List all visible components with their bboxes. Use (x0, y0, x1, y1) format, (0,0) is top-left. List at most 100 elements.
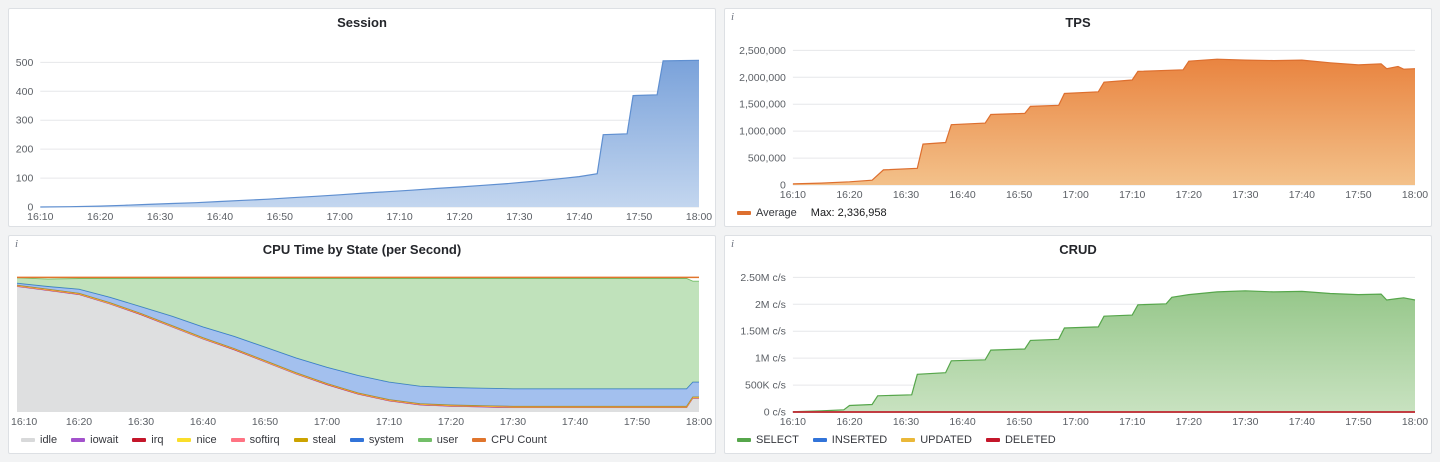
svg-text:2.50M c/s: 2.50M c/s (740, 272, 786, 284)
legend-max-value: Max: 2,336,958 (810, 207, 887, 219)
cpu-chart[interactable]: 16:10 16:20 16:30 16:40 16:50 17:00 17:10 17:20… (9, 262, 715, 429)
svg-text:500: 500 (16, 57, 34, 69)
legend-swatch-icon (901, 438, 916, 442)
legend-item-system[interactable]: system (349, 434, 404, 446)
legend-label: idle (40, 434, 58, 446)
tps-chart-svg: 0 500,000 1,000,000 1,500,000 2,000,000 2,500… (739, 45, 1428, 201)
legend-swatch-icon (985, 438, 1000, 442)
svg-text:0 c/s: 0 c/s (764, 407, 786, 419)
svg-text:500,000: 500,000 (748, 153, 786, 165)
legend-item-user[interactable]: user (417, 434, 459, 446)
panel-header: Session (9, 9, 715, 35)
tps-legend: Average Max: 2,336,958 (725, 202, 1431, 224)
legend-item-irq[interactable]: irq (132, 434, 163, 446)
svg-text:16:30: 16:30 (147, 211, 173, 223)
legend-item-iowait[interactable]: iowait (71, 434, 118, 446)
svg-text:16:20: 16:20 (836, 416, 862, 428)
panel-title-session[interactable]: Session (337, 14, 387, 30)
legend-swatch-icon (132, 438, 147, 442)
svg-text:16:20: 16:20 (87, 211, 113, 223)
legend-label: DELETED (1004, 434, 1056, 446)
svg-text:17:00: 17:00 (327, 211, 353, 223)
panel-header: CRUD (725, 236, 1431, 262)
legend-label: softirq (249, 434, 280, 446)
legend-swatch-icon (177, 438, 192, 442)
legend-label: steal (312, 434, 336, 446)
cpu-legend: idle iowait irq nice softirq steal system user C… (9, 429, 715, 451)
svg-text:17:40: 17:40 (566, 211, 592, 223)
panel-info-icon[interactable]: i (15, 238, 19, 250)
legend-swatch-icon (417, 438, 432, 442)
legend-item-steal[interactable]: steal (293, 434, 336, 446)
svg-text:16:40: 16:40 (207, 211, 233, 223)
panel-cpu: i CPU Time by State (per Second) 16:10 16… (8, 235, 716, 454)
svg-text:16:10: 16:10 (780, 189, 806, 201)
svg-text:17:00: 17:00 (314, 416, 340, 428)
legend-label: user (436, 434, 459, 446)
panel-info-icon[interactable]: i (731, 238, 735, 250)
svg-text:18:00: 18:00 (686, 211, 712, 223)
session-chart[interactable]: 0 100 200 300 400 500 16:10 16:20 16:30 16:40 16:5… (9, 35, 715, 224)
svg-text:16:20: 16:20 (836, 189, 862, 201)
legend-item-nice[interactable]: nice (177, 434, 217, 446)
panel-title-tps[interactable]: TPS (1065, 14, 1091, 30)
legend-label: UPDATED (920, 434, 972, 446)
svg-text:16:10: 16:10 (11, 416, 37, 428)
legend-swatch-icon (230, 438, 245, 442)
svg-text:18:00: 18:00 (686, 416, 712, 428)
legend-item-deleted[interactable]: DELETED (985, 434, 1056, 446)
svg-text:16:10: 16:10 (780, 416, 806, 428)
legend-item-updated[interactable]: UPDATED (901, 434, 972, 446)
svg-text:1,000,000: 1,000,000 (739, 126, 786, 138)
cpu-chart-svg: 16:10 16:20 16:30 16:40 16:50 17:00 17:10 17:20… (11, 276, 712, 428)
svg-text:16:40: 16:40 (190, 416, 216, 428)
legend-label: irq (151, 434, 164, 446)
legend-label: INSERTED (831, 434, 888, 446)
svg-text:17:30: 17:30 (506, 211, 532, 223)
svg-text:0: 0 (27, 202, 33, 214)
svg-text:16:40: 16:40 (949, 416, 975, 428)
svg-text:16:50: 16:50 (1006, 189, 1032, 201)
svg-text:1,500,000: 1,500,000 (739, 99, 786, 111)
legend-item-select[interactable]: SELECT (737, 434, 799, 446)
legend-item-average[interactable]: Average (737, 207, 797, 219)
svg-text:16:50: 16:50 (252, 416, 278, 428)
legend-swatch-icon (737, 211, 751, 215)
legend-label: CPU Count (491, 434, 547, 446)
crud-legend: SELECT INSERTED UPDATED DELETED (725, 429, 1431, 451)
panel-title-cpu[interactable]: CPU Time by State (per Second) (262, 241, 462, 257)
svg-text:17:50: 17:50 (1345, 416, 1371, 428)
panel-title-crud[interactable]: CRUD (1059, 241, 1097, 257)
legend-item-idle[interactable]: idle (21, 434, 57, 446)
legend-label: SELECT (756, 434, 799, 446)
legend-label: system (368, 434, 404, 446)
svg-text:2M c/s: 2M c/s (755, 299, 786, 311)
svg-text:16:50: 16:50 (267, 211, 293, 223)
svg-text:16:30: 16:30 (128, 416, 154, 428)
legend-item-inserted[interactable]: INSERTED (812, 434, 888, 446)
svg-text:17:30: 17:30 (1232, 416, 1258, 428)
svg-text:400: 400 (16, 86, 34, 98)
panel-info-icon[interactable]: i (731, 11, 735, 23)
svg-text:17:00: 17:00 (1063, 189, 1089, 201)
svg-text:17:20: 17:20 (446, 211, 472, 223)
svg-text:2,000,000: 2,000,000 (739, 72, 786, 84)
svg-text:2,500,000: 2,500,000 (739, 45, 786, 57)
svg-text:17:10: 17:10 (386, 211, 412, 223)
tps-chart[interactable]: 0 500,000 1,000,000 1,500,000 2,000,000 2,500… (725, 35, 1431, 202)
svg-text:0: 0 (780, 180, 786, 192)
svg-text:17:50: 17:50 (1345, 189, 1371, 201)
svg-text:16:10: 16:10 (27, 211, 53, 223)
session-chart-svg: 0 100 200 300 400 500 16:10 16:20 16:30 16:40 16:5… (16, 57, 713, 223)
svg-text:1.50M c/s: 1.50M c/s (740, 326, 786, 338)
svg-text:17:10: 17:10 (376, 416, 402, 428)
svg-text:16:40: 16:40 (949, 189, 975, 201)
legend-item-cpu-count[interactable]: CPU Count (472, 434, 547, 446)
svg-text:17:20: 17:20 (438, 416, 464, 428)
svg-text:17:10: 17:10 (1119, 416, 1145, 428)
svg-text:18:00: 18:00 (1402, 416, 1428, 428)
svg-text:17:10: 17:10 (1119, 189, 1145, 201)
crud-chart[interactable]: 0 c/s 500K c/s 1M c/s 1.50M c/s 2M c/s 2.50M … (725, 262, 1431, 429)
legend-item-softirq[interactable]: softirq (230, 434, 280, 446)
panel-session: Session 0 100 200 300 400 500 16:10 16:20 16:30 1… (8, 8, 716, 227)
